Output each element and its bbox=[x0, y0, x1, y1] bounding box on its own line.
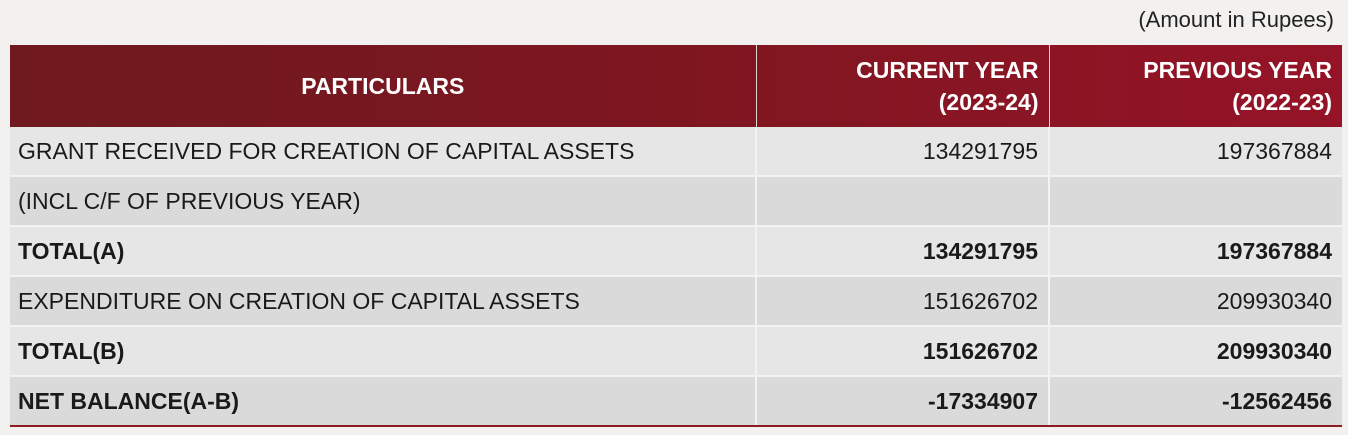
row-current-value: 134291795 bbox=[756, 226, 1050, 277]
row-particular: (INCL C/F OF PREVIOUS YEAR) bbox=[10, 176, 757, 227]
header-current-year: CURRENT YEAR (2023-24) bbox=[756, 45, 1050, 127]
header-current-year-period: (2023-24) bbox=[938, 89, 1039, 115]
row-current-value: 151626702 bbox=[756, 326, 1050, 377]
header-previous-year-period: (2022-23) bbox=[1232, 89, 1332, 115]
row-previous-value: 197367884 bbox=[1049, 226, 1342, 277]
row-current-value: 134291795 bbox=[756, 127, 1050, 177]
table-row: GRANT RECEIVED FOR CREATION OF CAPITAL A… bbox=[10, 127, 1342, 177]
row-particular: GRANT RECEIVED FOR CREATION OF CAPITAL A… bbox=[10, 127, 757, 177]
row-current-value bbox=[756, 176, 1050, 227]
capital-assets-table: PARTICULARS CURRENT YEAR (2023-24) PREVI… bbox=[10, 45, 1342, 427]
row-previous-value: 197367884 bbox=[1049, 127, 1342, 177]
table-row-net-balance: NET BALANCE(A-B) -17334907 -12562456 bbox=[10, 376, 1342, 427]
row-current-value: -17334907 bbox=[756, 376, 1050, 427]
table-row-total-a: TOTAL(A) 134291795 197367884 bbox=[10, 226, 1342, 277]
row-current-value: 151626702 bbox=[756, 276, 1050, 327]
row-particular: NET BALANCE(A-B) bbox=[10, 376, 757, 427]
table-row-total-b: TOTAL(B) 151626702 209930340 bbox=[10, 326, 1342, 377]
row-previous-value bbox=[1049, 176, 1342, 227]
row-previous-value: 209930340 bbox=[1049, 276, 1342, 327]
header-previous-year-label: PREVIOUS YEAR bbox=[1143, 57, 1332, 83]
row-previous-value: -12562456 bbox=[1049, 376, 1342, 427]
header-current-year-label: CURRENT YEAR bbox=[856, 57, 1039, 83]
header-particulars: PARTICULARS bbox=[10, 45, 757, 127]
row-previous-value: 209930340 bbox=[1049, 326, 1342, 377]
row-particular: EXPENDITURE ON CREATION OF CAPITAL ASSET… bbox=[10, 276, 757, 327]
table-header-row: PARTICULARS CURRENT YEAR (2023-24) PREVI… bbox=[10, 45, 1342, 127]
row-particular: TOTAL(B) bbox=[10, 326, 757, 377]
table-row: (INCL C/F OF PREVIOUS YEAR) bbox=[10, 176, 1342, 227]
amount-unit-note: (Amount in Rupees) bbox=[1138, 7, 1334, 32]
header-previous-year: PREVIOUS YEAR (2022-23) bbox=[1049, 45, 1342, 127]
row-particular: TOTAL(A) bbox=[10, 226, 757, 277]
table-row: EXPENDITURE ON CREATION OF CAPITAL ASSET… bbox=[10, 276, 1342, 327]
